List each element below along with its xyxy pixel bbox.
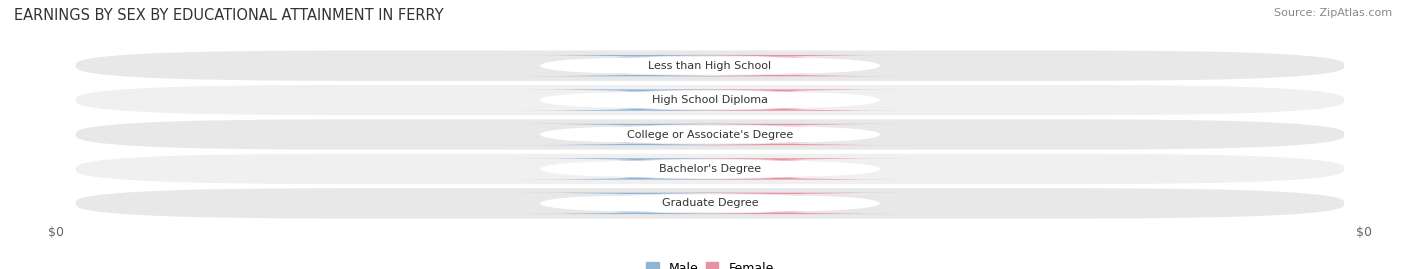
Text: $0: $0 bbox=[631, 129, 645, 140]
FancyBboxPatch shape bbox=[540, 56, 880, 75]
Text: EARNINGS BY SEX BY EDUCATIONAL ATTAINMENT IN FERRY: EARNINGS BY SEX BY EDUCATIONAL ATTAINMEN… bbox=[14, 8, 444, 23]
FancyBboxPatch shape bbox=[508, 193, 769, 214]
Text: $0: $0 bbox=[775, 129, 789, 140]
Text: Graduate Degree: Graduate Degree bbox=[662, 198, 758, 208]
FancyBboxPatch shape bbox=[540, 160, 880, 178]
Text: $0: $0 bbox=[631, 164, 645, 174]
Legend: Male, Female: Male, Female bbox=[641, 257, 779, 269]
Text: $0: $0 bbox=[775, 164, 789, 174]
FancyBboxPatch shape bbox=[76, 85, 1344, 115]
Text: $0: $0 bbox=[775, 95, 789, 105]
Text: $0: $0 bbox=[631, 95, 645, 105]
FancyBboxPatch shape bbox=[651, 89, 912, 111]
Text: Source: ZipAtlas.com: Source: ZipAtlas.com bbox=[1274, 8, 1392, 18]
FancyBboxPatch shape bbox=[540, 194, 880, 213]
Text: High School Diploma: High School Diploma bbox=[652, 95, 768, 105]
FancyBboxPatch shape bbox=[651, 124, 912, 145]
Text: Less than High School: Less than High School bbox=[648, 61, 772, 71]
FancyBboxPatch shape bbox=[651, 55, 912, 76]
FancyBboxPatch shape bbox=[76, 119, 1344, 150]
FancyBboxPatch shape bbox=[76, 51, 1344, 81]
Text: $0: $0 bbox=[775, 198, 789, 208]
FancyBboxPatch shape bbox=[651, 193, 912, 214]
FancyBboxPatch shape bbox=[540, 125, 880, 144]
FancyBboxPatch shape bbox=[508, 89, 769, 111]
Text: Bachelor's Degree: Bachelor's Degree bbox=[659, 164, 761, 174]
FancyBboxPatch shape bbox=[540, 91, 880, 109]
Text: $0: $0 bbox=[631, 198, 645, 208]
FancyBboxPatch shape bbox=[76, 188, 1344, 218]
FancyBboxPatch shape bbox=[508, 158, 769, 180]
FancyBboxPatch shape bbox=[76, 154, 1344, 184]
Text: $0: $0 bbox=[631, 61, 645, 71]
FancyBboxPatch shape bbox=[651, 158, 912, 180]
FancyBboxPatch shape bbox=[508, 55, 769, 76]
Text: $0: $0 bbox=[775, 61, 789, 71]
Text: College or Associate's Degree: College or Associate's Degree bbox=[627, 129, 793, 140]
FancyBboxPatch shape bbox=[508, 124, 769, 145]
